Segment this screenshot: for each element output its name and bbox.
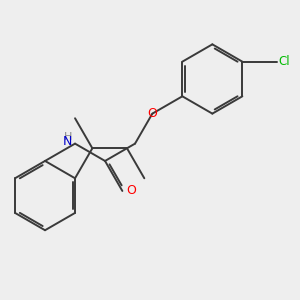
Text: N: N — [63, 135, 72, 148]
Text: O: O — [127, 184, 136, 197]
Text: Cl: Cl — [279, 55, 290, 68]
Text: O: O — [147, 107, 157, 120]
Text: H: H — [64, 132, 72, 142]
